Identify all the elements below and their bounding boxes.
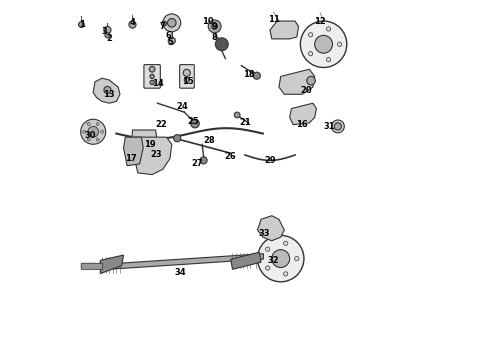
Circle shape (215, 38, 228, 51)
Text: 18: 18 (243, 70, 254, 79)
Text: 4: 4 (129, 18, 135, 27)
Circle shape (331, 120, 344, 133)
Polygon shape (270, 21, 298, 39)
Circle shape (300, 21, 347, 67)
Circle shape (307, 76, 316, 85)
Circle shape (87, 138, 90, 141)
Circle shape (191, 119, 199, 128)
Circle shape (78, 22, 84, 27)
Text: 29: 29 (264, 156, 276, 165)
Text: 19: 19 (145, 140, 156, 149)
Circle shape (208, 20, 221, 33)
Polygon shape (132, 137, 172, 175)
Circle shape (173, 135, 181, 142)
Text: 23: 23 (150, 150, 162, 159)
Circle shape (253, 72, 260, 79)
Text: 21: 21 (239, 118, 251, 127)
Circle shape (168, 18, 176, 27)
Text: 13: 13 (103, 90, 115, 99)
Text: 32: 32 (268, 256, 279, 265)
Circle shape (88, 126, 98, 137)
Text: 6: 6 (165, 31, 171, 40)
Circle shape (284, 241, 288, 246)
Polygon shape (93, 78, 120, 103)
Text: 24: 24 (176, 102, 188, 111)
Polygon shape (100, 255, 123, 274)
Text: 12: 12 (314, 17, 326, 26)
Circle shape (104, 26, 111, 33)
Text: 8: 8 (212, 33, 218, 42)
Circle shape (308, 51, 313, 56)
Circle shape (212, 23, 218, 29)
Circle shape (184, 77, 189, 82)
Circle shape (308, 33, 313, 37)
Text: 5: 5 (167, 38, 173, 47)
Circle shape (163, 14, 181, 32)
Circle shape (161, 21, 167, 26)
Circle shape (100, 130, 103, 133)
Circle shape (150, 74, 154, 78)
Text: 10: 10 (202, 17, 213, 26)
Text: 2: 2 (106, 35, 112, 44)
Circle shape (338, 42, 342, 46)
Text: 16: 16 (296, 120, 308, 129)
Text: 15: 15 (182, 77, 194, 86)
Circle shape (284, 272, 288, 276)
Text: 26: 26 (225, 152, 237, 161)
Circle shape (334, 123, 342, 130)
Text: 1: 1 (79, 20, 85, 29)
Circle shape (183, 69, 190, 76)
Text: 22: 22 (155, 120, 167, 129)
Circle shape (258, 235, 304, 282)
Text: 14: 14 (151, 79, 163, 88)
Text: 7: 7 (160, 22, 166, 31)
Circle shape (96, 123, 99, 126)
Circle shape (326, 27, 331, 31)
Text: 11: 11 (268, 15, 279, 24)
Text: 17: 17 (125, 154, 137, 163)
Text: 27: 27 (191, 159, 202, 168)
Text: 33: 33 (259, 229, 270, 238)
Polygon shape (279, 69, 315, 94)
Text: 31: 31 (323, 122, 335, 131)
Circle shape (294, 256, 299, 261)
FancyBboxPatch shape (180, 64, 194, 88)
Circle shape (105, 33, 110, 38)
Circle shape (315, 35, 333, 53)
Text: 9: 9 (212, 22, 218, 31)
Circle shape (150, 80, 154, 85)
FancyBboxPatch shape (144, 64, 160, 88)
Circle shape (266, 247, 270, 251)
Circle shape (234, 112, 240, 118)
Circle shape (266, 266, 270, 270)
Text: 28: 28 (203, 136, 215, 145)
Circle shape (104, 86, 111, 94)
Circle shape (149, 66, 155, 72)
Circle shape (168, 37, 175, 44)
Polygon shape (290, 103, 317, 125)
Circle shape (81, 119, 106, 144)
Circle shape (87, 123, 90, 126)
Circle shape (272, 249, 290, 267)
Text: 34: 34 (175, 268, 187, 277)
Polygon shape (231, 252, 261, 269)
Polygon shape (258, 216, 284, 241)
Text: 30: 30 (85, 131, 97, 140)
Polygon shape (123, 137, 143, 166)
Text: 25: 25 (187, 117, 199, 126)
Circle shape (129, 21, 136, 28)
Text: 20: 20 (300, 86, 312, 95)
Circle shape (83, 130, 86, 133)
Text: 3: 3 (101, 27, 107, 36)
Circle shape (96, 138, 99, 141)
Circle shape (200, 157, 207, 164)
Polygon shape (132, 130, 157, 160)
Circle shape (326, 57, 331, 62)
